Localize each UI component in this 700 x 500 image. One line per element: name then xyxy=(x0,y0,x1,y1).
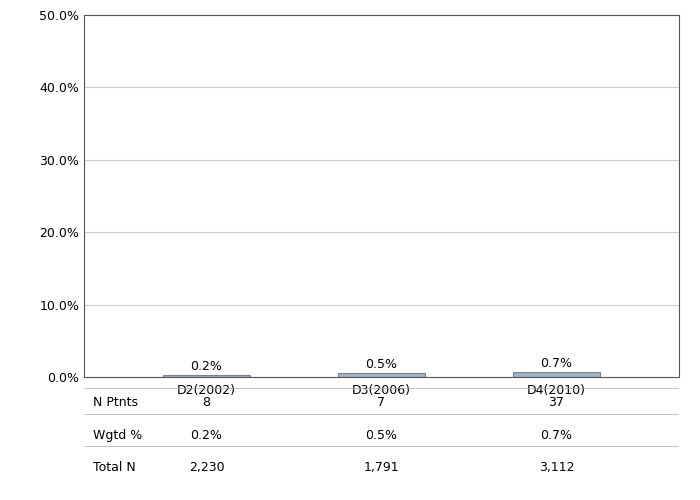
Bar xyxy=(162,376,250,377)
Text: 1,791: 1,791 xyxy=(364,461,399,474)
Text: 3,112: 3,112 xyxy=(539,461,574,474)
Text: N Ptnts: N Ptnts xyxy=(92,396,138,409)
Text: 7: 7 xyxy=(377,396,386,409)
Text: 8: 8 xyxy=(202,396,211,409)
Text: 0.7%: 0.7% xyxy=(540,428,573,442)
Text: 2,230: 2,230 xyxy=(189,461,224,474)
Bar xyxy=(337,374,425,377)
Text: 0.5%: 0.5% xyxy=(365,428,398,442)
Text: Total N: Total N xyxy=(92,461,136,474)
Bar xyxy=(512,372,600,377)
Text: 37: 37 xyxy=(549,396,564,409)
Text: 0.5%: 0.5% xyxy=(365,358,398,371)
Text: 0.2%: 0.2% xyxy=(190,428,223,442)
Text: 0.7%: 0.7% xyxy=(540,356,573,370)
Text: Wgtd %: Wgtd % xyxy=(92,428,142,442)
Text: 0.2%: 0.2% xyxy=(190,360,223,374)
